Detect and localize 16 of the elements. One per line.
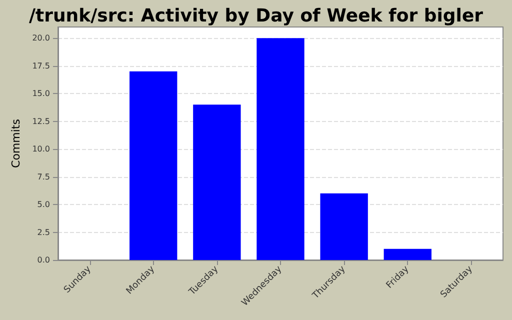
bar bbox=[384, 248, 432, 260]
bar bbox=[320, 193, 368, 260]
bar bbox=[130, 71, 178, 260]
y-tick-label: 0.0 bbox=[37, 256, 50, 264]
chart-title: /trunk/src: Activity by Day of Week for bigler bbox=[28, 6, 484, 26]
y-tick-label: 15.0 bbox=[32, 89, 50, 98]
bar bbox=[256, 38, 304, 260]
y-tick-label: 17.5 bbox=[32, 61, 50, 70]
y-tick-label: 12.5 bbox=[32, 116, 50, 126]
y-tick-label: 7.5 bbox=[37, 172, 50, 182]
y-tick-label: 5.0 bbox=[37, 200, 50, 210]
bar bbox=[193, 104, 241, 260]
y-tick-label: 2.5 bbox=[37, 228, 50, 237]
y-axis-title: Commits bbox=[9, 118, 22, 168]
y-tick-label: 20.0 bbox=[32, 34, 50, 43]
y-tick-label: 10.0 bbox=[32, 144, 50, 154]
